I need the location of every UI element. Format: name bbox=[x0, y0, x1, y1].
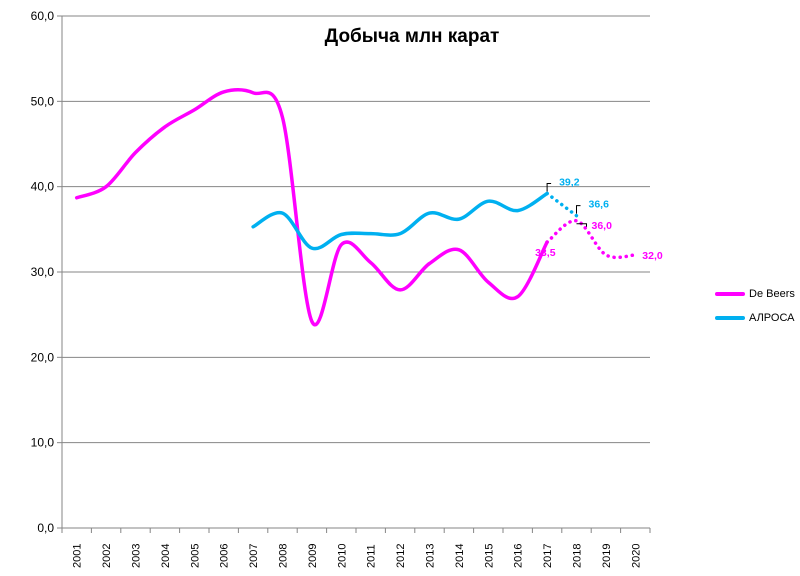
x-tick-label: 2003 bbox=[131, 544, 143, 568]
x-tick-label: 2012 bbox=[395, 544, 407, 568]
legend-swatch-de-beers bbox=[715, 292, 745, 296]
y-tick-label: 10,0 bbox=[31, 436, 55, 450]
x-tick-label: 2002 bbox=[101, 544, 113, 568]
x-tick-label: 2014 bbox=[454, 544, 466, 568]
series-forecast-de-beers bbox=[545, 219, 638, 260]
x-tick-label: 2001 bbox=[72, 544, 84, 568]
gridlines bbox=[62, 15, 650, 444]
x-tick-label: 2004 bbox=[160, 544, 172, 568]
data-label-de-beers: 32,0 bbox=[642, 250, 663, 262]
x-tick-label: 2010 bbox=[336, 544, 348, 568]
data-label-alrosa: 36,6 bbox=[589, 199, 610, 211]
x-tick-label: 2008 bbox=[278, 544, 290, 568]
series-forecast-alrosa bbox=[545, 191, 579, 218]
series-line-de-beers bbox=[74, 87, 549, 327]
x-tick-label: 2015 bbox=[483, 544, 495, 568]
x-tick-label: 2013 bbox=[425, 544, 437, 568]
y-tick-label: 20,0 bbox=[31, 350, 55, 364]
x-tick-label: 2009 bbox=[307, 544, 319, 568]
y-tick-label: 60,0 bbox=[31, 9, 55, 23]
x-tick-label: 2007 bbox=[248, 544, 260, 568]
data-label-de-beers: 36,0 bbox=[592, 220, 613, 232]
y-tick-label: 30,0 bbox=[31, 265, 55, 279]
legend-item-alrosa: АЛРОСА bbox=[715, 306, 795, 330]
x-tick-label: 2011 bbox=[366, 544, 378, 568]
data-label-leader bbox=[576, 223, 587, 227]
legend: De Beers АЛРОСА bbox=[715, 282, 795, 330]
legend-swatch-alrosa bbox=[715, 316, 745, 320]
axes: 0,0 10,0 20,0 30,0 40,0 50,0 60,0 2001 2002 2003 2… bbox=[31, 9, 651, 568]
x-tick-label: 2020 bbox=[630, 544, 642, 568]
series-lines bbox=[74, 87, 638, 327]
data-labels: 33,5 36,0 32,0 39,2 36,6 bbox=[535, 176, 663, 261]
data-label-leader bbox=[546, 182, 552, 192]
chart-title: Добыча млн карат bbox=[325, 26, 500, 47]
legend-label-alrosa: АЛРОСА bbox=[749, 312, 795, 324]
x-tick-label: 2017 bbox=[542, 544, 554, 568]
y-tick-label: 50,0 bbox=[31, 94, 55, 108]
x-tick-label: 2006 bbox=[219, 544, 231, 568]
y-tick-label: 0,0 bbox=[37, 521, 54, 535]
x-tick-label: 2005 bbox=[189, 544, 201, 568]
legend-item-de-beers: De Beers bbox=[715, 282, 795, 306]
legend-label-de-beers: De Beers bbox=[749, 288, 795, 300]
series-line-alrosa bbox=[251, 191, 549, 251]
x-tick-label: 2018 bbox=[572, 544, 584, 568]
data-label-leader bbox=[576, 205, 581, 214]
y-tick-label: 40,0 bbox=[31, 180, 55, 194]
data-label-alrosa: 39,2 bbox=[559, 176, 580, 188]
x-tick-label: 2016 bbox=[513, 544, 525, 568]
x-tick-label: 2019 bbox=[601, 544, 613, 568]
data-label-de-beers: 33,5 bbox=[535, 247, 556, 259]
